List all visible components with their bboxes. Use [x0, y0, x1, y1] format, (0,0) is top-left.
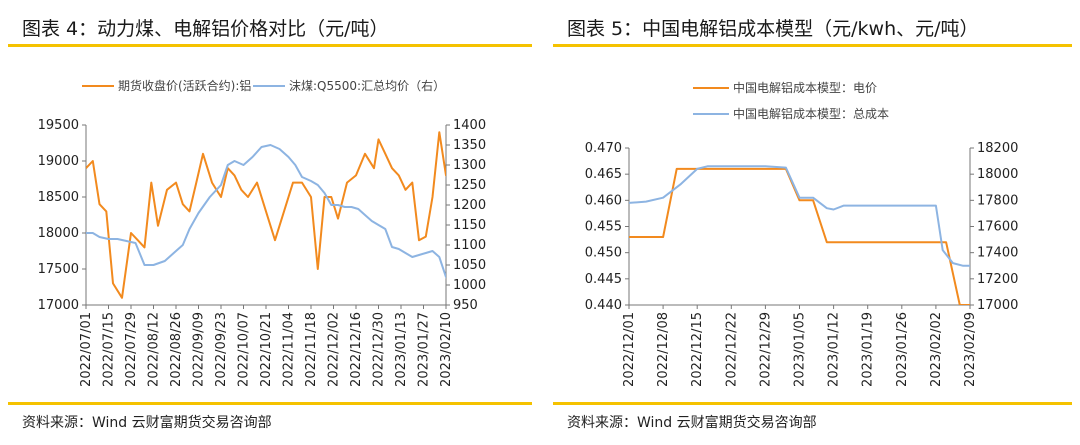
left-line-chart: 期货收盘价(活跃合约):铝 沫煤:Q5500:汇总均价（右） 17000 17500 1… — [38, 78, 486, 387]
left-series-line-2 — [86, 144, 446, 279]
left-x-tick-label: 2022/11/18 — [304, 312, 319, 387]
right-y-right-tick-label: 18200 — [977, 141, 1018, 156]
left-x-tick-label: 2023/02/10 — [439, 312, 454, 387]
right-x-tick-label: 2022/12/08 — [656, 312, 671, 387]
left-y-right-tick-label: 1350 — [453, 138, 486, 153]
right-series-line-2 — [629, 165, 970, 267]
right-y-right-tick-label: 17600 — [977, 220, 1018, 235]
left-y-right-tick-label: 1200 — [453, 198, 486, 213]
left-y-right-tick-label: 950 — [453, 298, 478, 313]
left-y-right-tick-label: 1100 — [453, 238, 486, 253]
left-x-tick-label: 2022/07/29 — [124, 312, 139, 387]
left-y-right-tick-label: 1150 — [453, 218, 486, 233]
right-legend-label-2: 中国电解铝成本模型：总成本 — [733, 106, 889, 121]
left-source-rule — [8, 402, 532, 405]
left-x-tick-label: 2022/12/02 — [327, 312, 342, 387]
left-legend-label-1: 期货收盘价(活跃合约):铝 — [118, 78, 251, 93]
right-y-left-tick-label: 0.460 — [585, 193, 622, 208]
right-x-tick-label: 2023/01/05 — [793, 312, 808, 387]
left-legend-label-2: 沫煤:Q5500:汇总均价（右） — [289, 78, 445, 93]
right-y-left-tick-label: 0.465 — [585, 167, 622, 182]
left-x-tick-label: 2022/07/15 — [102, 312, 117, 387]
left-x-tick-label: 2022/08/26 — [169, 312, 184, 387]
left-x-tick-label: 2022/10/07 — [237, 312, 252, 387]
left-x-tick-label: 2023/01/13 — [394, 312, 409, 387]
right-y-left-tick-label: 0.445 — [585, 272, 622, 287]
left-figure-panel: 图表 4：动力煤、电解铝价格对比（元/吨） 期货收盘价(活跃合约):铝 沫煤:Q5… — [8, 18, 532, 431]
left-figure-title: 图表 4：动力煤、电解铝价格对比（元/吨） — [22, 18, 389, 40]
left-y-right-tick-label: 1000 — [453, 278, 486, 293]
right-y-right-tick-label: 17800 — [977, 193, 1018, 208]
right-legend-label-1: 中国电解铝成本模型：电价 — [733, 80, 877, 95]
left-y-right-tick-label: 1250 — [453, 178, 486, 193]
left-y-right-tick-label: 1300 — [453, 158, 486, 173]
right-figure-title: 图表 5：中国电解铝成本模型（元/kwh、元/吨） — [567, 18, 979, 40]
right-series-line-1 — [629, 167, 970, 305]
left-y-left-tick-label: 18000 — [38, 226, 79, 241]
left-y-right-tick-label: 1050 — [453, 258, 486, 273]
right-x-tick-label: 2023/02/02 — [929, 312, 944, 387]
left-x-tick-label: 2022/12/30 — [372, 312, 387, 387]
left-x-tick-label: 2022/07/01 — [79, 312, 94, 387]
left-y-right-tick-label: 1400 — [453, 118, 486, 133]
right-y-right-tick-label: 17400 — [977, 246, 1018, 261]
right-source-note: 资料来源：Wind 云财富期货交易咨询部 — [567, 415, 817, 431]
right-x-tick-label: 2023/02/09 — [963, 312, 978, 387]
right-y-left-tick-label: 0.470 — [585, 141, 622, 156]
right-y-right-tick-label: 18000 — [977, 167, 1018, 182]
left-x-tick-label: 2022/08/12 — [147, 312, 162, 387]
left-y-left-tick-label: 19500 — [38, 118, 79, 133]
left-x-tick-label: 2022/11/04 — [282, 312, 297, 387]
right-x-tick-label: 2022/12/01 — [622, 312, 637, 387]
right-title-rule — [553, 44, 1072, 47]
left-y-left-tick-label: 19000 — [38, 154, 79, 169]
left-y-left-tick-label: 17500 — [38, 262, 79, 277]
right-y-left-tick-label: 0.450 — [585, 246, 622, 261]
right-figure-panel: 图表 5：中国电解铝成本模型（元/kwh、元/吨） 中国电解铝成本模型：电价 中国… — [545, 0, 1080, 445]
left-x-tick-label: 2022/09/09 — [192, 312, 207, 387]
right-y-right-tick-label: 17000 — [977, 298, 1018, 313]
right-y-left-tick-label: 0.455 — [585, 220, 622, 235]
left-x-tick-label: 2023/01/27 — [417, 312, 432, 387]
right-x-tick-label: 2022/12/22 — [724, 312, 739, 387]
right-x-tick-label: 2023/01/12 — [827, 312, 842, 387]
left-y-left-tick-label: 17000 — [38, 298, 79, 313]
left-x-tick-label: 2022/12/16 — [349, 312, 364, 387]
right-x-tick-label: 2023/01/19 — [861, 312, 876, 387]
left-x-tick-label: 2022/09/23 — [214, 312, 229, 387]
right-y-left-tick-label: 0.440 — [585, 298, 622, 313]
right-x-tick-label: 2023/01/26 — [895, 312, 910, 387]
right-y-right-tick-label: 17200 — [977, 272, 1018, 287]
left-series-line-1 — [86, 131, 446, 299]
left-x-tick-label: 2022/10/21 — [259, 312, 274, 387]
right-source-rule — [553, 402, 1072, 405]
left-title-rule — [8, 44, 532, 47]
right-x-tick-label: 2022/12/15 — [690, 312, 705, 387]
left-source-note: 资料来源：Wind 云财富期货交易咨询部 — [22, 415, 272, 431]
right-x-tick-label: 2022/12/29 — [758, 312, 773, 387]
left-y-left-tick-label: 18500 — [38, 190, 79, 205]
